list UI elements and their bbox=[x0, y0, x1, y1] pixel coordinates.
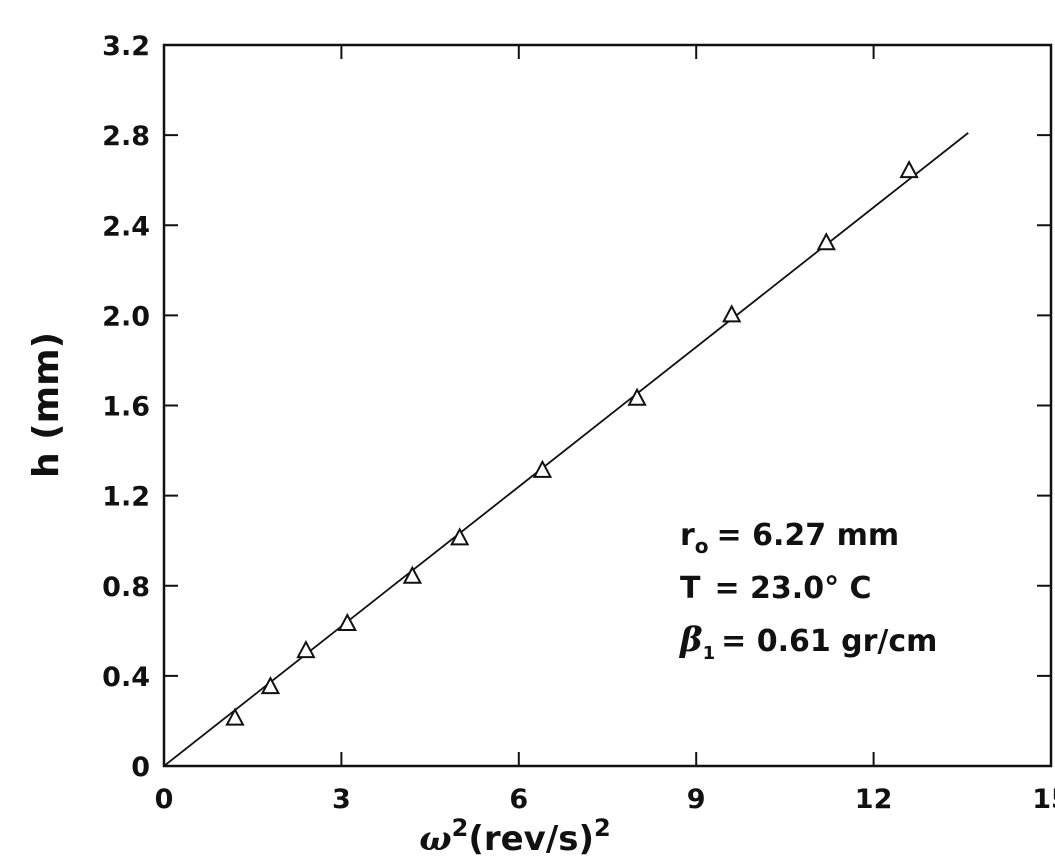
y-tick-label: 2.4 bbox=[102, 211, 150, 242]
y-tick-label: 1.2 bbox=[102, 482, 150, 513]
annotation-r0: ro = 6.27 mm bbox=[680, 518, 899, 558]
x-tick-label: 9 bbox=[687, 784, 706, 815]
annotation-t-text: = 23.0° C bbox=[714, 571, 871, 606]
x-axis-title-sup: 2 bbox=[452, 814, 469, 842]
annotation-t: T = 23.0° C bbox=[680, 571, 872, 606]
y-tick-label: 2.0 bbox=[102, 301, 150, 332]
annotation-r0-text: = 6.27 mm bbox=[717, 518, 900, 553]
ticks bbox=[163, 44, 1052, 767]
data-point bbox=[449, 527, 470, 546]
data-point bbox=[816, 232, 836, 251]
data-point bbox=[225, 707, 245, 726]
x-axis-title-base: ω bbox=[419, 819, 451, 859]
x-axis-title-text: (rev/s) bbox=[468, 819, 594, 859]
tick-labels: 0 3 6 9 12 15 0 0.4 0.8 1.2 1.6 2.0 2.4 2.8 3.2 bbox=[102, 31, 1055, 815]
data-markers bbox=[225, 160, 919, 726]
annotation-r0-symbol: r bbox=[680, 518, 695, 553]
annotation-beta1-sub: 1 bbox=[703, 643, 716, 664]
data-point bbox=[722, 304, 742, 323]
annotation-beta1-symbol: β bbox=[678, 620, 703, 660]
y-axis-title: h (mm) bbox=[26, 332, 67, 478]
x-axis-title-sup2: 2 bbox=[594, 814, 611, 842]
x-tick-label: 15 bbox=[1032, 784, 1055, 815]
annotation-r0-sub: o bbox=[695, 534, 709, 558]
annotation-t-symbol: T bbox=[680, 571, 701, 606]
data-point bbox=[296, 639, 316, 659]
fit-line bbox=[163, 132, 969, 767]
x-axis-title: ω2(rev/s)2 bbox=[419, 814, 611, 859]
annotations: ro = 6.27 mm T = 23.0° C β1 = 0.61 gr/cm bbox=[678, 518, 937, 664]
y-tick-label: 0 bbox=[131, 752, 150, 783]
data-point bbox=[337, 612, 357, 632]
x-tick-label: 3 bbox=[332, 784, 351, 815]
x-tick-label: 6 bbox=[509, 784, 528, 815]
annotation-beta1: β1 = 0.61 gr/cm bbox=[678, 620, 937, 664]
data-point bbox=[260, 676, 281, 695]
y-tick-label: 1.6 bbox=[102, 392, 150, 423]
annotation-beta1-text: = 0.61 gr/cm bbox=[721, 624, 937, 659]
x-tick-label: 0 bbox=[155, 784, 174, 815]
data-point bbox=[402, 565, 423, 584]
data-point bbox=[627, 387, 647, 406]
data-point bbox=[532, 459, 553, 478]
x-tick-label: 12 bbox=[855, 784, 893, 815]
y-tick-label: 0.8 bbox=[102, 572, 150, 603]
y-tick-label: 3.2 bbox=[102, 31, 150, 62]
data-point bbox=[899, 160, 919, 179]
y-tick-label: 0.4 bbox=[102, 662, 150, 693]
y-tick-label: 2.8 bbox=[102, 121, 150, 152]
